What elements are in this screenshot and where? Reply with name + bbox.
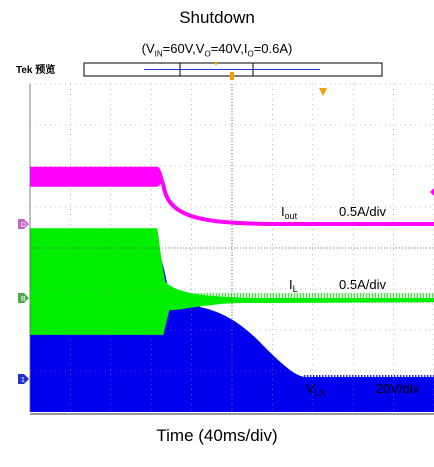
channel-marker-vlx: [18, 374, 29, 384]
cond-vin-label: VIN: [145, 41, 163, 59]
il-trace: [30, 228, 434, 335]
cond-vo-value: 40V: [218, 41, 241, 56]
label-main: V: [306, 381, 315, 396]
channel-marker-id: 1: [21, 377, 25, 384]
cond-vin-value: 60V: [170, 41, 193, 56]
iout-trace: [30, 166, 434, 226]
label-il: IL: [289, 277, 298, 294]
trigger-level-marker: [319, 88, 327, 96]
label-main: I: [281, 204, 285, 219]
trigger-position-marker: [230, 72, 234, 80]
cond-io-value: 0.6A: [261, 41, 289, 56]
label-sub: L: [293, 284, 298, 294]
channel-markers: D B 1: [18, 188, 434, 384]
channel-marker-id: B: [21, 296, 26, 303]
label-vlx: VLX: [306, 381, 326, 398]
label-main: I: [289, 277, 293, 292]
test-conditions: (VIN=60V,VO=40V,IO=0.6A): [141, 41, 293, 59]
channel-marker-id: D: [21, 222, 26, 229]
iout-offscreen-marker: [430, 188, 434, 196]
channel-marker-iout: [18, 219, 29, 229]
scale-il: 0.5A/div: [339, 277, 386, 292]
graticule: [29, 83, 434, 415]
trigger-record-marker: [214, 62, 218, 66]
channel-marker-il: [18, 293, 29, 303]
label-iout: Iout: [281, 204, 298, 221]
tek-label: Tek 预览: [16, 63, 55, 76]
label-sub: out: [285, 211, 298, 221]
scale-iout: 0.5A/div: [339, 204, 386, 219]
cond-vo-label: VO: [195, 41, 211, 59]
vlx-ripple: [304, 375, 434, 383]
x-axis-label: Time (40ms/div): [156, 426, 278, 445]
scale-vlx: 20V/div: [376, 381, 420, 396]
il-ripple: [182, 293, 433, 303]
cond-io-label: IO: [243, 41, 254, 59]
record-bar: Tek 预览: [16, 62, 383, 96]
label-sub: LX: [315, 388, 326, 398]
chart-title: Shutdown: [179, 8, 255, 27]
